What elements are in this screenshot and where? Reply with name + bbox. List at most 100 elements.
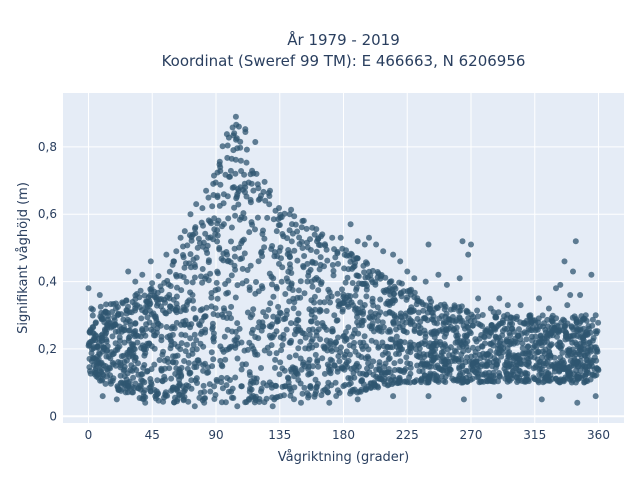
data-point <box>501 313 507 320</box>
data-point <box>335 334 341 341</box>
data-point <box>223 382 230 389</box>
data-point <box>132 301 139 308</box>
data-point <box>341 366 348 373</box>
data-point <box>208 294 215 301</box>
data-point <box>222 171 229 178</box>
data-point <box>343 336 350 343</box>
data-point <box>189 292 196 298</box>
data-point <box>411 326 418 333</box>
data-point <box>523 336 530 343</box>
data-point <box>239 265 246 272</box>
data-point <box>382 360 389 367</box>
data-point <box>354 396 361 403</box>
data-point <box>188 377 195 384</box>
data-point <box>330 267 337 274</box>
data-point <box>225 215 232 222</box>
data-point <box>205 259 212 266</box>
data-point <box>584 331 591 338</box>
data-point <box>354 255 361 262</box>
data-point <box>385 350 391 357</box>
data-point <box>471 368 478 375</box>
data-point <box>234 403 241 410</box>
data-point <box>362 355 369 362</box>
x-tick-label: 360 <box>587 428 610 442</box>
data-point <box>244 267 251 273</box>
data-point <box>130 374 137 381</box>
data-point <box>329 357 335 364</box>
data-point <box>348 251 355 258</box>
data-point <box>158 333 165 340</box>
data-point <box>570 268 576 275</box>
data-point <box>342 279 349 286</box>
data-point <box>504 302 511 309</box>
data-point <box>238 366 245 373</box>
data-point <box>564 302 571 309</box>
data-point <box>321 299 328 306</box>
data-point <box>146 319 153 326</box>
data-point <box>314 358 321 365</box>
data-point <box>294 257 301 264</box>
data-point <box>309 224 316 231</box>
data-point <box>350 264 357 271</box>
data-point <box>382 371 388 378</box>
data-point <box>373 366 380 373</box>
data-point <box>230 395 237 401</box>
data-point <box>113 300 119 307</box>
data-point <box>403 296 410 303</box>
data-point <box>524 370 531 377</box>
data-point <box>487 378 494 384</box>
data-point <box>185 360 192 366</box>
data-point <box>173 248 180 255</box>
data-point <box>130 341 137 348</box>
data-point <box>333 393 340 399</box>
data-point <box>232 344 239 351</box>
data-point <box>264 214 271 221</box>
data-point <box>425 241 432 248</box>
data-point <box>577 357 584 364</box>
data-point <box>231 245 238 252</box>
data-point <box>154 325 161 332</box>
data-point <box>190 341 197 348</box>
data-point <box>592 312 599 319</box>
data-point <box>513 316 520 323</box>
data-point <box>532 364 539 371</box>
data-point <box>170 359 176 366</box>
data-point <box>413 377 420 384</box>
data-point <box>400 327 407 334</box>
data-point <box>259 253 266 260</box>
data-point <box>224 154 231 161</box>
data-point <box>415 353 422 360</box>
data-point <box>121 373 128 380</box>
data-point <box>273 283 280 290</box>
data-point <box>510 328 517 335</box>
data-point <box>291 373 298 380</box>
data-point <box>178 331 185 338</box>
data-point <box>533 324 540 331</box>
data-point <box>174 352 181 359</box>
data-point <box>173 319 180 326</box>
data-point <box>376 362 383 369</box>
data-point <box>132 278 139 285</box>
data-point <box>582 371 589 378</box>
data-point <box>188 234 195 240</box>
data-point <box>232 212 239 219</box>
data-point <box>566 368 573 375</box>
data-point <box>443 281 450 288</box>
data-point <box>318 281 324 287</box>
data-point <box>112 321 118 328</box>
data-point <box>361 269 368 276</box>
data-point <box>529 327 535 334</box>
data-point <box>133 367 140 373</box>
data-point <box>341 299 348 306</box>
data-point <box>166 291 173 298</box>
data-point <box>416 368 423 375</box>
data-point <box>295 345 302 352</box>
x-tick-label: 90 <box>208 428 223 442</box>
data-point <box>593 372 600 378</box>
data-point <box>551 354 558 361</box>
data-point <box>224 326 231 333</box>
data-point <box>202 326 209 333</box>
data-point <box>227 377 233 383</box>
data-point <box>249 311 256 318</box>
data-point <box>392 285 399 292</box>
